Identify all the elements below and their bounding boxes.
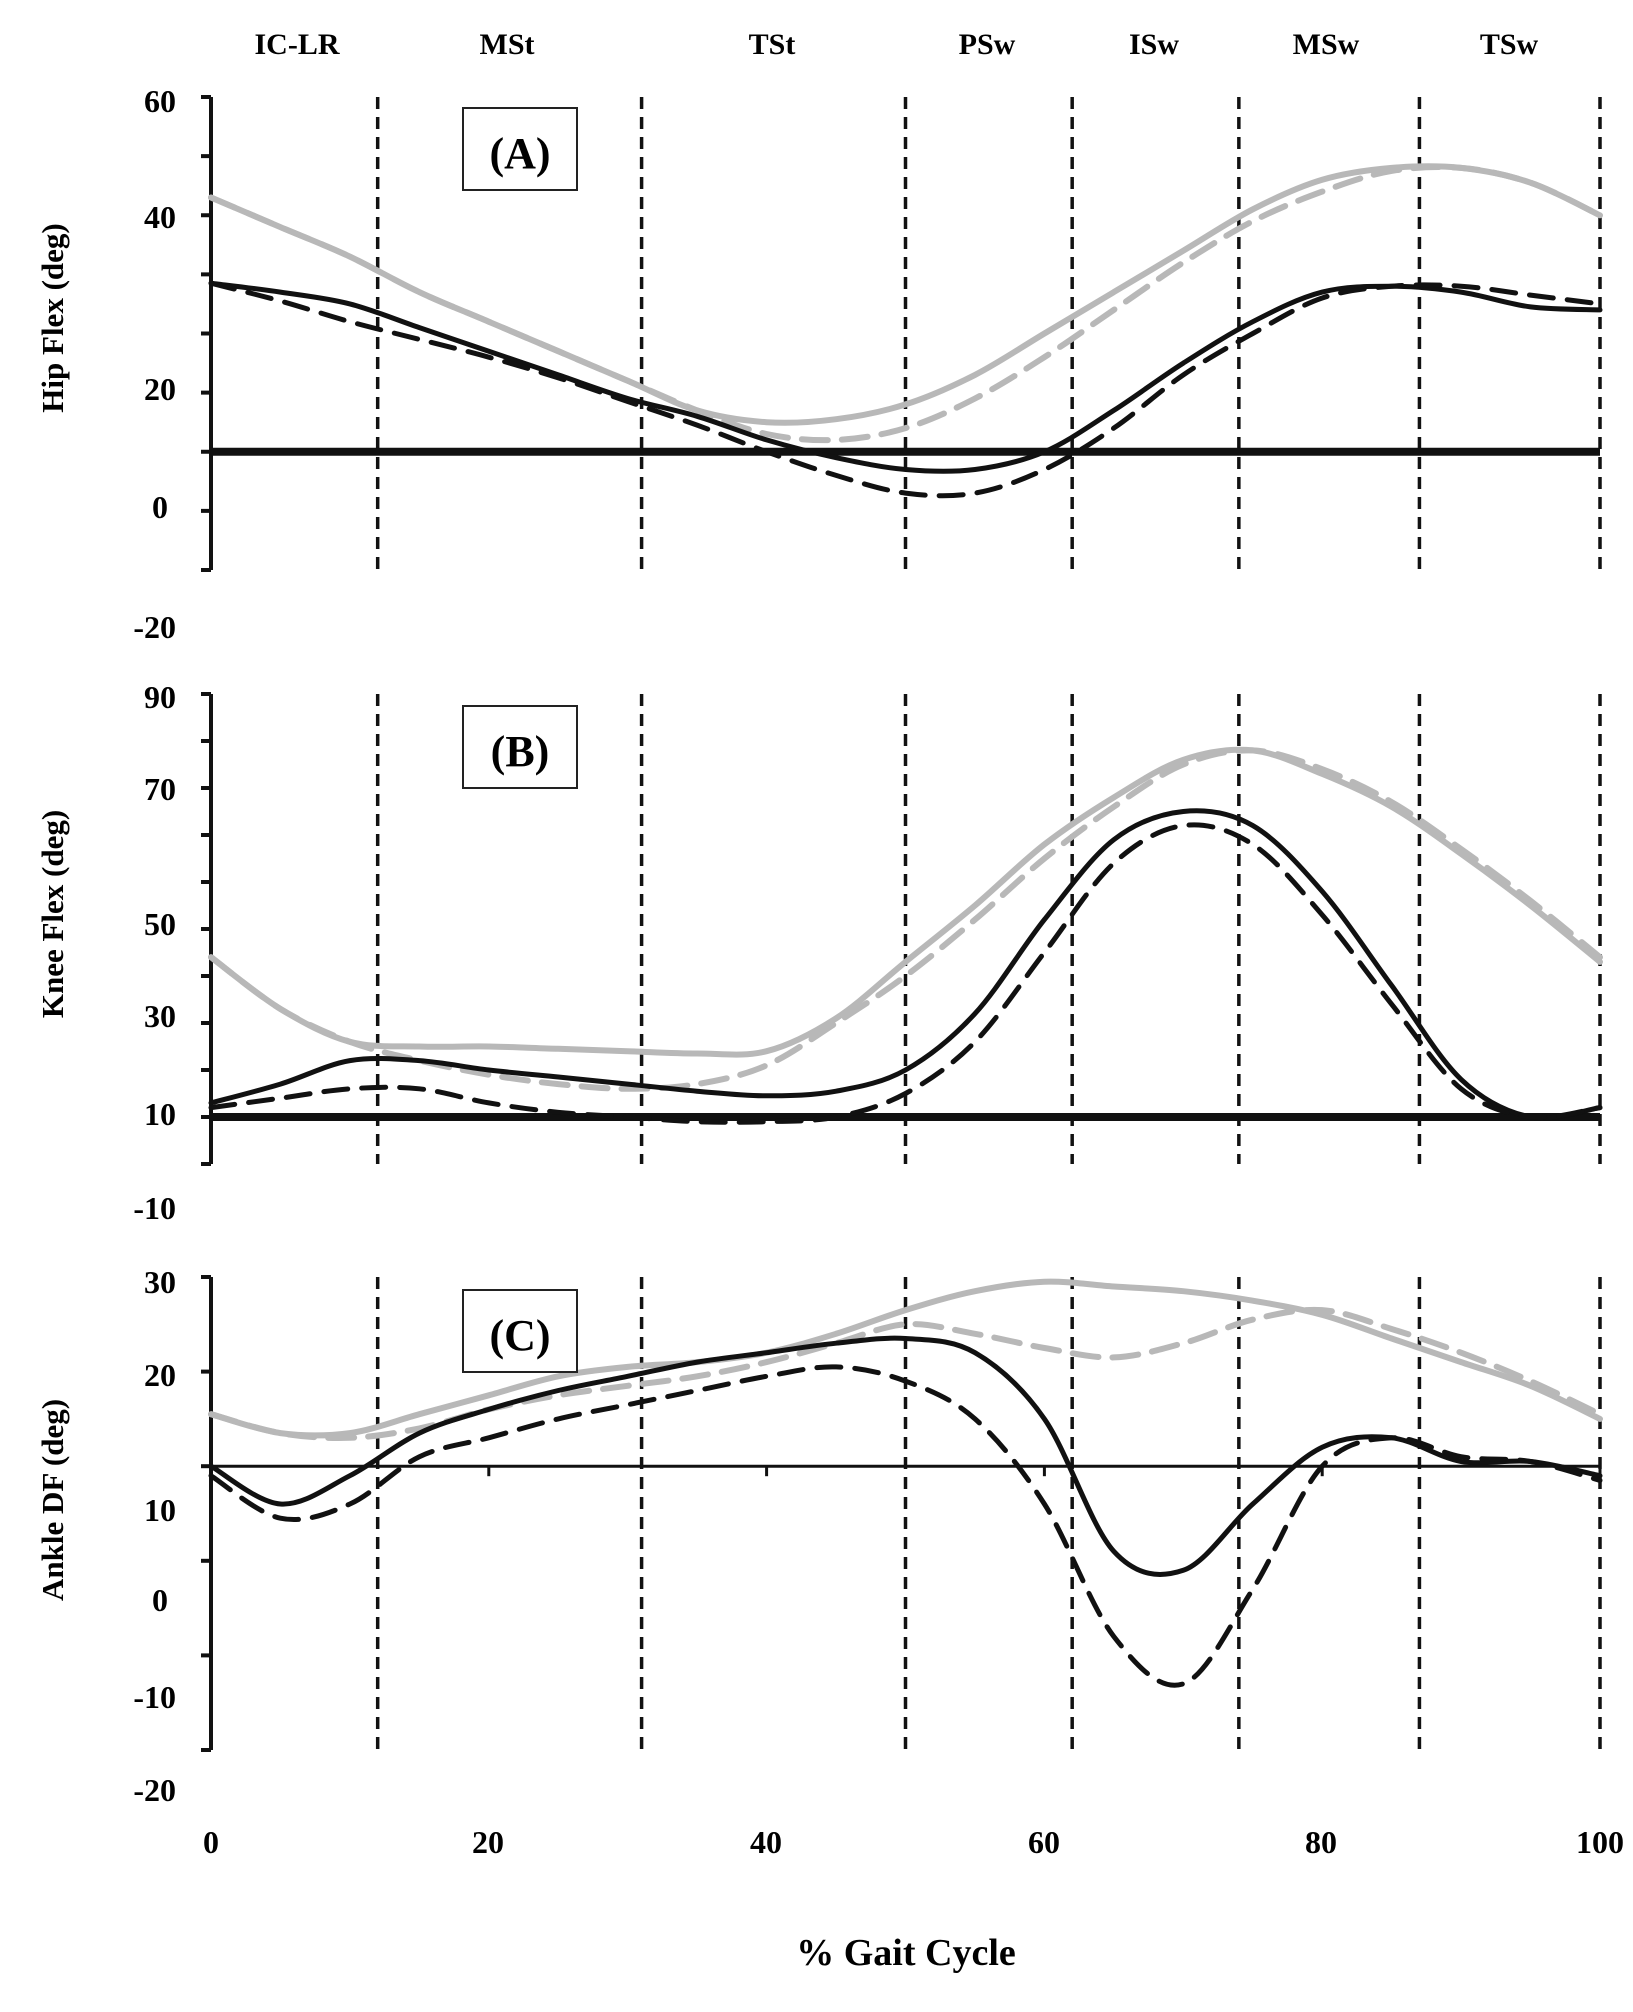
y-tick-label: 40 [144,199,176,235]
panel-label-box [462,705,578,789]
panel-label: (B) [491,727,550,776]
y-axis-label-hip: Hip Flex (deg) [35,223,70,412]
phase-label-isw: ISw [1129,28,1179,61]
series-line-black-dashed [208,280,1603,499]
panel-label: (A) [489,129,550,178]
y-tick-label: 30 [144,998,176,1034]
y-tick-label: 20 [144,1357,176,1393]
y-tick-label: 90 [144,679,176,715]
y-axis-label-knee: Knee Flex (deg) [35,810,70,1018]
panel-knee: Knee Flex (deg) 90 70 50 30 10 -10 (B) [35,679,1603,1226]
x-tick-label: 100 [1576,1824,1624,1860]
x-tick-label: 60 [1028,1824,1060,1860]
y-tick-label: 20 [144,371,176,407]
y-tick-label: -20 [133,1772,176,1808]
y-tick-label: -10 [133,1190,176,1226]
phase-label-ic-lr: IC-LR [254,28,339,61]
y-tick-label: 0 [152,1582,168,1618]
series-line-black-dashed [208,822,1603,1125]
x-tick-label: 0 [203,1824,219,1860]
y-tick-label: 50 [144,906,176,942]
y-tick-label: 30 [144,1264,176,1300]
series-line-gray-solid [208,746,1603,1058]
phase-label-tsw: TSw [1480,28,1539,61]
series-line-black-solid [208,280,1603,474]
y-tick-label: 60 [144,83,176,119]
phase-label-tst: TSt [749,28,796,61]
y-tick-label: 70 [144,771,176,807]
series-line-black-solid [208,1335,1603,1577]
series-line-gray-dashed [208,163,1603,444]
phase-label-mst: MSt [480,28,535,61]
x-tick-label: 20 [472,1824,504,1860]
x-axis: 0 20 40 60 80 100 % Gait Cycle [203,1824,1624,1974]
y-tick-label: 0 [152,489,168,525]
series-line-black-dashed [208,1364,1603,1688]
panel-hip: Hip Flex (deg) 60 40 20 0 -20 (A) [35,83,1603,645]
series-line-black-solid [208,808,1603,1121]
panel-label-box [462,107,578,191]
y-tick-label: 10 [144,1492,176,1528]
x-axis-title: % Gait Cycle [796,1932,1016,1974]
y-tick-label: -10 [133,1679,176,1715]
phase-label-psw: PSw [959,28,1016,61]
series-line-gray-solid [208,1278,1603,1439]
panel-ankle: Ankle DF (deg) 30 20 10 0 -10 -20 (C) [35,1264,1603,1808]
y-tick-label: 10 [144,1096,176,1132]
panel-label: (C) [489,1311,550,1360]
series-line-gray-dashed [208,1306,1603,1441]
x-tick-label: 40 [750,1824,782,1860]
series-line-gray-dashed [208,747,1603,1092]
phase-label-msw: MSw [1293,28,1360,61]
panel-label-box [462,1289,578,1373]
y-tick-label: -20 [133,609,176,645]
phase-labels: IC-LR MSt TSt PSw ISw MSw TSw [254,28,1538,61]
y-axis-label-ankle: Ankle DF (deg) [35,1399,70,1601]
x-tick-label: 80 [1305,1824,1337,1860]
